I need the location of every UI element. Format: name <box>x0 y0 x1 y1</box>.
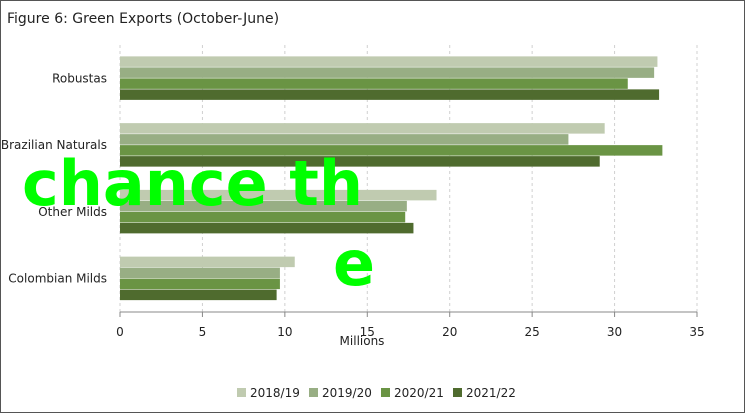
x-tick-label: 15 <box>360 325 375 339</box>
y-tick-label: Other Milds <box>38 205 107 219</box>
legend-label: 2020/21 <box>394 386 444 400</box>
bar <box>120 222 414 234</box>
bar <box>120 123 605 134</box>
bar <box>120 189 437 201</box>
bar <box>120 78 628 89</box>
x-tick-label: 20 <box>442 325 457 339</box>
bar <box>120 156 600 167</box>
x-tick-label: 10 <box>277 325 292 339</box>
bar <box>120 289 277 301</box>
x-tick-label: 30 <box>607 325 622 339</box>
plot: 0 5 10 15 20 25 30 35 Robustas Brazilian Naturals… <box>1 45 705 339</box>
legend-swatch <box>453 388 462 397</box>
legend-swatch <box>309 388 318 397</box>
overlay-text: e <box>333 227 375 300</box>
overlay-text: chance th <box>22 147 363 220</box>
bar <box>120 56 658 67</box>
legend: 2018/19 2019/20 2020/21 2021/22 <box>237 386 516 400</box>
y-tick-label: Brazilian Naturals <box>1 138 107 152</box>
overlay: chance the <box>22 147 375 300</box>
x-axis-label: Millions <box>340 334 385 348</box>
legend-label: 2019/20 <box>322 386 372 400</box>
bar <box>120 67 655 78</box>
legend-label: 2021/22 <box>466 386 516 400</box>
legend-swatch <box>237 388 246 397</box>
bar <box>120 134 569 145</box>
bar <box>120 256 295 268</box>
bar <box>120 211 406 223</box>
legend-label: 2018/19 <box>250 386 300 400</box>
legend-swatch <box>381 388 390 397</box>
x-tick-label: 0 <box>116 325 124 339</box>
x-tick-label: 25 <box>525 325 540 339</box>
chart-title: Figure 6: Green Exports (October-June) <box>7 11 279 27</box>
bar <box>120 267 280 279</box>
y-tick-label: Colombian Milds <box>8 272 107 286</box>
bar <box>120 89 660 100</box>
bar <box>120 200 407 212</box>
bar <box>120 145 663 156</box>
x-tick-label: 5 <box>199 325 207 339</box>
x-tick-label: 35 <box>689 325 704 339</box>
bar <box>120 278 280 290</box>
y-tick-label: Robustas <box>52 71 107 85</box>
